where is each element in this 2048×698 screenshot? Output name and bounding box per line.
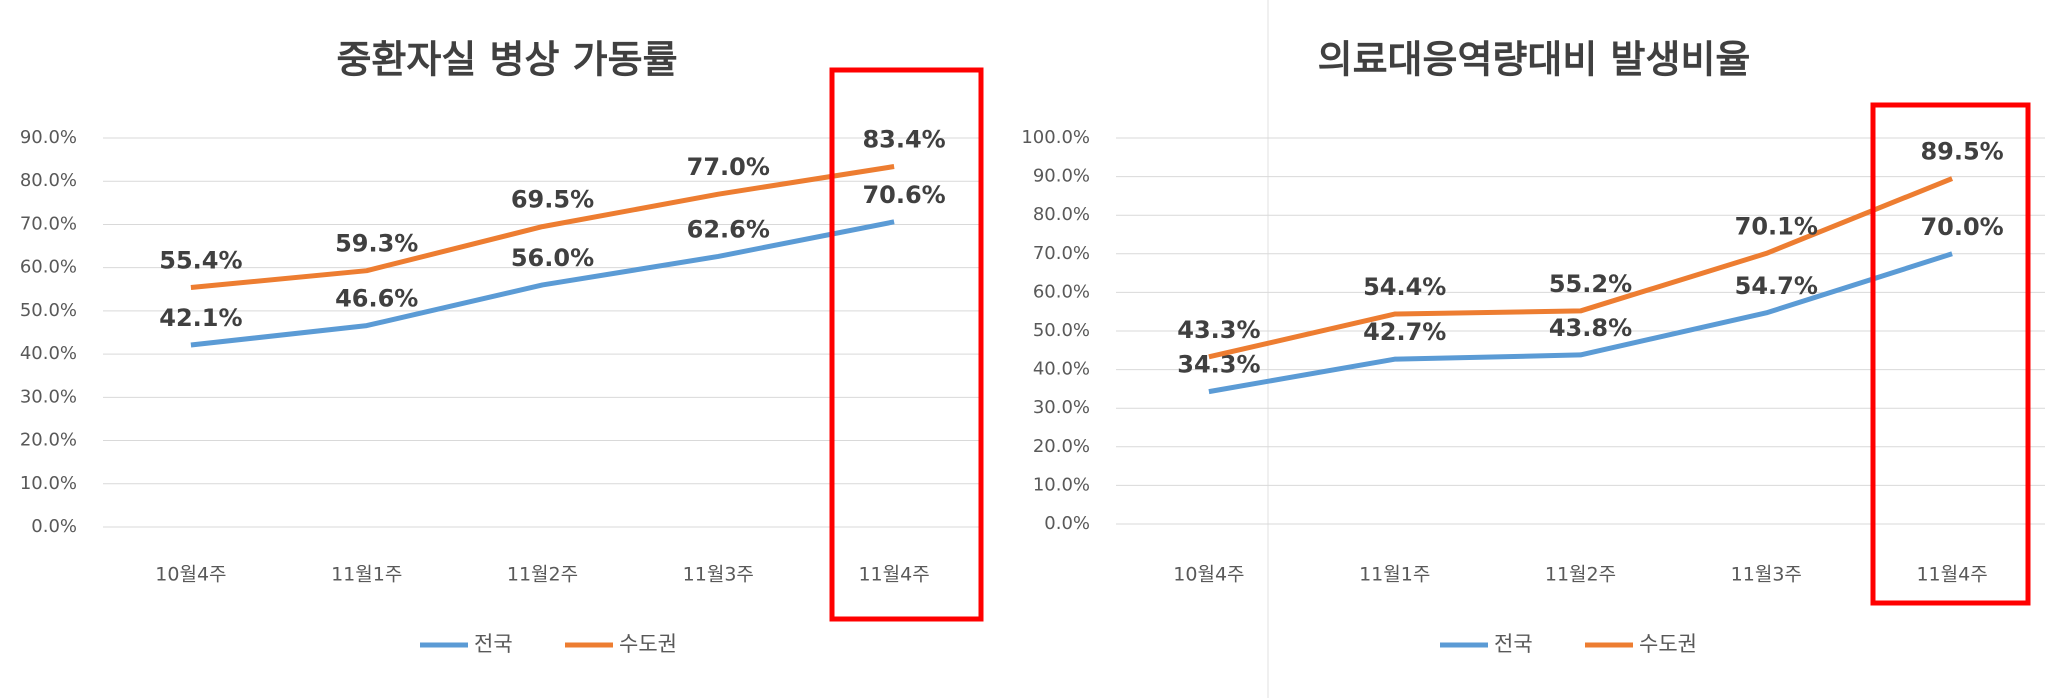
data-label: 55.4% xyxy=(159,247,242,275)
data-label: 89.5% xyxy=(1920,138,2003,166)
y-tick-label: 80.0% xyxy=(20,170,77,191)
legend-label: 전국 xyxy=(474,632,513,656)
x-tick-label: 11월4주 xyxy=(858,564,929,586)
y-tick-label: 40.0% xyxy=(1033,359,1090,380)
data-label: 77.0% xyxy=(687,153,770,181)
data-label: 69.5% xyxy=(511,186,594,214)
data-label: 83.4% xyxy=(862,126,945,154)
data-label: 54.7% xyxy=(1735,272,1818,300)
highlight-box xyxy=(829,67,984,622)
legend-label: 수도권 xyxy=(619,632,677,656)
data-label: 59.3% xyxy=(335,230,418,258)
series-line xyxy=(1208,176,1954,360)
series-line xyxy=(190,164,895,291)
y-tick-label: 60.0% xyxy=(1033,281,1090,302)
y-tick-label: 70.0% xyxy=(1033,243,1090,264)
x-tick-label: 10월4주 xyxy=(155,564,226,586)
x-tick-label: 10월4주 xyxy=(1173,564,1244,586)
chart-title: 의료대응역량대비 발생비율 xyxy=(1318,38,1751,82)
y-tick-label: 50.0% xyxy=(20,300,77,321)
y-tick-label: 40.0% xyxy=(20,343,77,364)
y-tick-label: 10.0% xyxy=(20,473,77,494)
x-tick-label: 11월1주 xyxy=(331,564,402,586)
data-label: 56.0% xyxy=(511,244,594,272)
legend-label: 수도권 xyxy=(1639,632,1697,656)
y-tick-label: 30.0% xyxy=(1033,397,1090,418)
data-label: 54.4% xyxy=(1363,273,1446,301)
y-tick-label: 60.0% xyxy=(20,257,77,278)
data-label: 43.8% xyxy=(1549,314,1632,342)
x-tick-label: 11월2주 xyxy=(1545,564,1616,586)
y-tick-label: 50.0% xyxy=(1033,320,1090,341)
series-line xyxy=(190,219,895,348)
x-tick-label: 11월3주 xyxy=(1731,564,1802,586)
data-label: 70.6% xyxy=(862,181,945,209)
y-tick-label: 20.0% xyxy=(20,430,77,451)
y-tick-label: 90.0% xyxy=(20,127,77,148)
highlight-box xyxy=(1870,102,2031,606)
data-label: 46.6% xyxy=(335,285,418,313)
x-tick-label: 11월3주 xyxy=(683,564,754,586)
data-label: 42.1% xyxy=(159,304,242,332)
y-tick-label: 0.0% xyxy=(1044,513,1090,534)
y-tick-label: 20.0% xyxy=(1033,436,1090,457)
y-tick-label: 30.0% xyxy=(20,386,77,407)
legend-label: 전국 xyxy=(1494,632,1533,656)
y-tick-label: 90.0% xyxy=(1033,166,1090,187)
data-label: 42.7% xyxy=(1363,318,1446,346)
y-tick-label: 100.0% xyxy=(1021,127,1090,148)
data-label: 70.0% xyxy=(1920,213,2003,241)
y-tick-label: 80.0% xyxy=(1033,204,1090,225)
data-label: 55.2% xyxy=(1549,270,1632,298)
data-label: 62.6% xyxy=(687,215,770,243)
data-label: 70.1% xyxy=(1735,212,1818,240)
chart-title: 중환자실 병상 가동률 xyxy=(336,38,677,82)
y-tick-label: 10.0% xyxy=(1033,474,1090,495)
y-tick-label: 0.0% xyxy=(31,516,77,537)
y-tick-label: 70.0% xyxy=(20,213,77,234)
x-tick-label: 11월4주 xyxy=(1916,564,1987,586)
x-tick-label: 11월2주 xyxy=(507,564,578,586)
series-line xyxy=(1208,251,1953,395)
data-label: 43.3% xyxy=(1177,316,1260,344)
x-tick-label: 11월1주 xyxy=(1359,564,1430,586)
